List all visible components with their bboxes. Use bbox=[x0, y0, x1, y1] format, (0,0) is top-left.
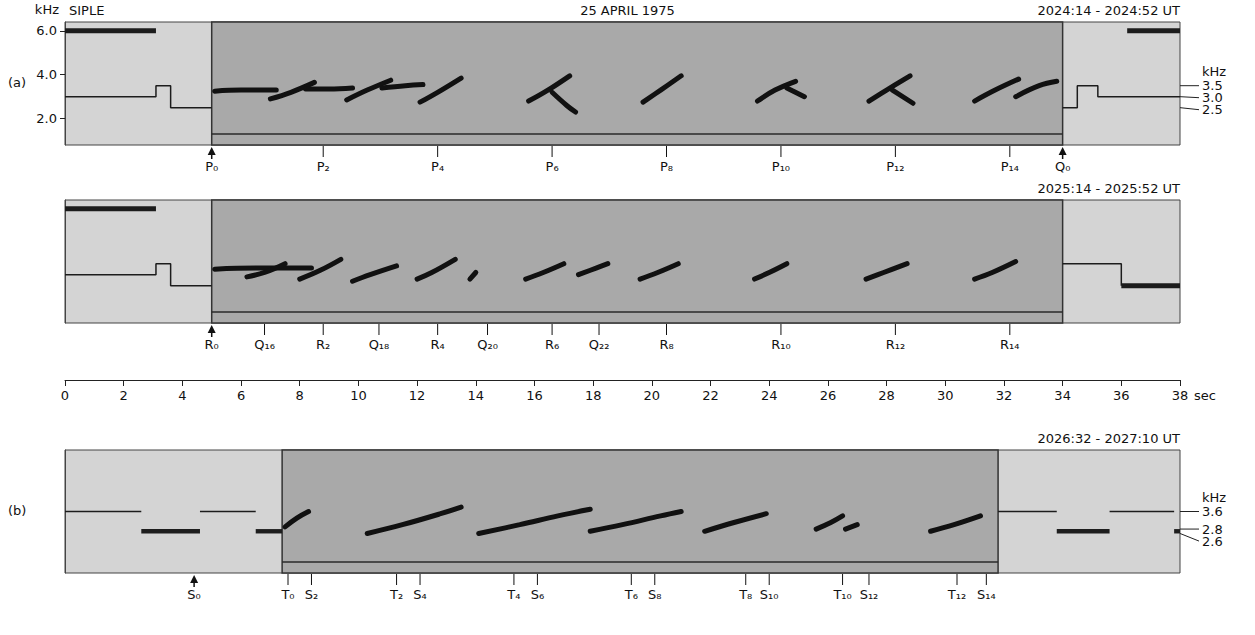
svg-text:24: 24 bbox=[761, 388, 778, 403]
svg-text:2024:14 - 2024:52 UT: 2024:14 - 2024:52 UT bbox=[1037, 3, 1180, 18]
svg-text:T₄: T₄ bbox=[506, 587, 520, 602]
svg-text:6.0: 6.0 bbox=[36, 23, 57, 38]
svg-text:sec: sec bbox=[1194, 388, 1216, 403]
svg-text:R₄: R₄ bbox=[431, 337, 445, 352]
svg-text:3.6: 3.6 bbox=[1202, 504, 1223, 519]
svg-text:kHz: kHz bbox=[1202, 64, 1226, 79]
svg-text:kHz: kHz bbox=[1202, 490, 1226, 505]
svg-text:R₁₄: R₁₄ bbox=[1000, 337, 1019, 352]
svg-text:T₀: T₀ bbox=[280, 587, 294, 602]
svg-text:R₀: R₀ bbox=[205, 337, 219, 352]
svg-text:P₆: P₆ bbox=[546, 159, 559, 174]
svg-text:P₄: P₄ bbox=[431, 159, 444, 174]
svg-text:S₈: S₈ bbox=[648, 587, 661, 602]
svg-text:P₁₄: P₁₄ bbox=[1001, 159, 1019, 174]
svg-text:S₁₄: S₁₄ bbox=[977, 587, 996, 602]
svg-text:4.0: 4.0 bbox=[36, 67, 57, 82]
svg-text:Q₂₂: Q₂₂ bbox=[589, 337, 610, 352]
svg-text:28: 28 bbox=[878, 388, 895, 403]
svg-text:2: 2 bbox=[120, 388, 128, 403]
svg-text:P₈: P₈ bbox=[660, 159, 673, 174]
svg-text:10: 10 bbox=[350, 388, 367, 403]
svg-text:3.5: 3.5 bbox=[1202, 78, 1223, 94]
svg-text:Q₁₈: Q₁₈ bbox=[369, 337, 390, 352]
svg-text:T₁₂: T₁₂ bbox=[947, 587, 966, 602]
svg-text:Q₂₀: Q₂₀ bbox=[477, 337, 498, 352]
svg-text:16: 16 bbox=[526, 388, 543, 403]
svg-text:S₆: S₆ bbox=[531, 587, 544, 602]
svg-text:2.8: 2.8 bbox=[1202, 521, 1223, 537]
svg-text:Q₀: Q₀ bbox=[1055, 159, 1070, 174]
svg-text:2025:14 - 2025:52 UT: 2025:14 - 2025:52 UT bbox=[1037, 181, 1180, 196]
svg-text:20: 20 bbox=[644, 388, 661, 403]
svg-text:2.6: 2.6 bbox=[1202, 534, 1223, 549]
svg-text:6: 6 bbox=[237, 388, 245, 403]
svg-text:36: 36 bbox=[1113, 388, 1130, 403]
svg-text:Q₁₆: Q₁₆ bbox=[254, 337, 275, 352]
svg-text:R₂: R₂ bbox=[316, 337, 330, 352]
svg-text:P₁₂: P₁₂ bbox=[886, 159, 904, 174]
svg-text:S₂: S₂ bbox=[305, 587, 318, 602]
svg-text:0: 0 bbox=[61, 388, 69, 403]
svg-text:2.5: 2.5 bbox=[1202, 102, 1223, 117]
svg-text:38: 38 bbox=[1172, 388, 1189, 403]
svg-text:12: 12 bbox=[409, 388, 426, 403]
svg-text:25 APRIL 1975: 25 APRIL 1975 bbox=[580, 3, 675, 18]
svg-text:30: 30 bbox=[937, 388, 954, 403]
svg-text:kHz: kHz bbox=[35, 2, 59, 17]
svg-text:S₀: S₀ bbox=[187, 587, 200, 602]
svg-text:2026:32 - 2027:10 UT: 2026:32 - 2027:10 UT bbox=[1037, 431, 1180, 446]
svg-text:S₁₂: S₁₂ bbox=[860, 587, 879, 602]
svg-text:R₁₀: R₁₀ bbox=[771, 337, 790, 352]
svg-text:R₁₂: R₁₂ bbox=[886, 337, 905, 352]
svg-text:P₀: P₀ bbox=[205, 159, 218, 174]
svg-text:14: 14 bbox=[468, 388, 485, 403]
svg-text:S₄: S₄ bbox=[413, 587, 426, 602]
svg-text:P₁₀: P₁₀ bbox=[772, 159, 790, 174]
svg-text:SIPLE: SIPLE bbox=[69, 3, 104, 18]
svg-text:(a): (a) bbox=[8, 75, 26, 90]
svg-text:34: 34 bbox=[1054, 388, 1071, 403]
svg-text:(b): (b) bbox=[8, 503, 26, 518]
svg-text:R₈: R₈ bbox=[659, 337, 673, 352]
svg-text:8: 8 bbox=[296, 388, 304, 403]
svg-text:S₁₀: S₁₀ bbox=[760, 587, 779, 602]
svg-text:32: 32 bbox=[996, 388, 1013, 403]
svg-text:P₂: P₂ bbox=[317, 159, 330, 174]
svg-text:T₈: T₈ bbox=[738, 587, 752, 602]
svg-text:26: 26 bbox=[820, 388, 837, 403]
svg-text:22: 22 bbox=[702, 388, 719, 403]
svg-text:T₁₀: T₁₀ bbox=[832, 587, 851, 602]
svg-text:2.0: 2.0 bbox=[36, 111, 57, 126]
svg-text:R₆: R₆ bbox=[545, 337, 559, 352]
svg-text:T₂: T₂ bbox=[389, 587, 403, 602]
svg-text:T₆: T₆ bbox=[624, 587, 638, 602]
svg-text:18: 18 bbox=[585, 388, 602, 403]
svg-text:3.0: 3.0 bbox=[1202, 90, 1223, 106]
svg-text:4: 4 bbox=[178, 388, 186, 403]
